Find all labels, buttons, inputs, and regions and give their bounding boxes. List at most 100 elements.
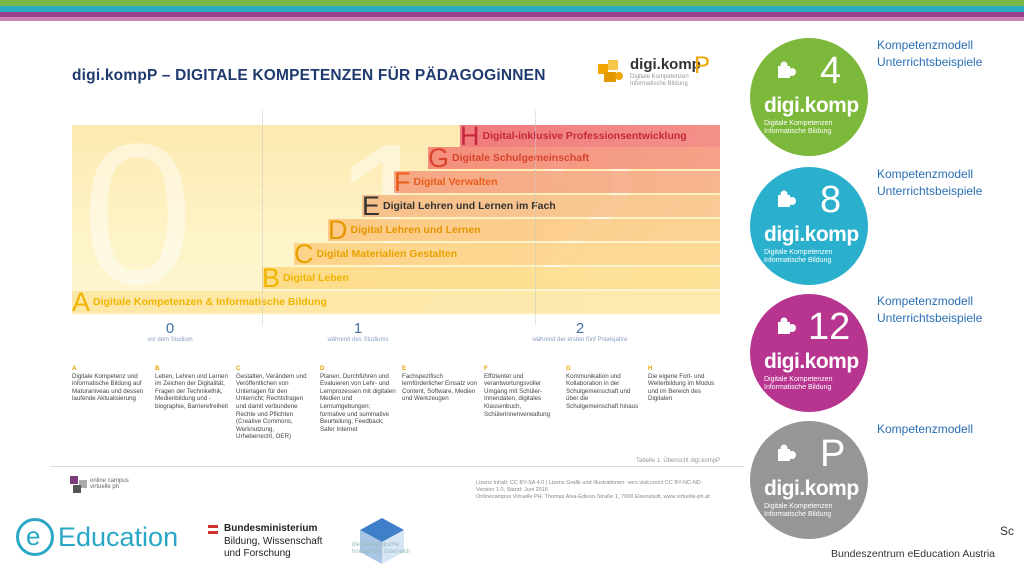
step-label: Digitale Kompetenzen & Informatische Bil… xyxy=(93,296,327,308)
column-letter: F xyxy=(484,365,488,372)
column-letter: C xyxy=(236,365,241,372)
column-h: H Die eigene Fort- und Weiterbildung im M… xyxy=(648,365,724,403)
unterrichtsbeispiele-link[interactable]: Unterrichtsbeispiele xyxy=(877,311,983,325)
onlinecampus-logo: online campus virtuelle ph xyxy=(70,476,130,500)
stage-0: 0 vor dem Studium xyxy=(120,320,220,343)
step-e: E Digital Lehren und Lernen im Fach xyxy=(362,193,720,220)
digikomp-p-logo: digi.komp P Digitale Kompetenzen Informa… xyxy=(596,52,716,90)
puzzle-icon xyxy=(778,190,796,207)
column-text: Effizienter und verantwortungsvoller Umg… xyxy=(484,372,551,418)
kompetenzmodell-link[interactable]: Kompetenzmodell xyxy=(877,167,974,181)
column-letter: H xyxy=(648,365,653,372)
step-label: Digital Materialien Gestalten xyxy=(316,248,458,260)
step-letter: E xyxy=(362,191,381,222)
brand-subtitle: Digitale Kompetenzen Informatische Bildu… xyxy=(764,503,833,518)
austria-flag-icon xyxy=(208,525,218,534)
digikomp-brand: digi.komp xyxy=(764,350,859,373)
step-a: A Digitale Kompetenzen & Informatische Bi… xyxy=(72,289,720,316)
column-e: E Fachspezifisch lernförderlicher Einsatz… xyxy=(402,365,478,403)
column-letter: E xyxy=(402,365,407,372)
divider xyxy=(50,466,744,467)
step-letter: G xyxy=(428,143,450,174)
center-name: Bundeszentrum eEducation Austria xyxy=(831,548,996,560)
step-g: G Digitale Schulgemeinschaft xyxy=(428,145,720,172)
column-letter: D xyxy=(320,365,325,372)
column-g: G Kommunikation und Kollaboration in der … xyxy=(566,365,642,411)
stage-desc: während des Studiums xyxy=(327,337,389,343)
table-caption: Tabelle 1: Übersicht digi.kompP xyxy=(636,458,721,464)
ph-text: die pädagogische hochschule österreich xyxy=(352,542,411,555)
digikomp-brand: digi.komp xyxy=(764,223,859,246)
step-letter: F xyxy=(394,167,411,198)
unterrichtsbeispiele-link[interactable]: Unterrichtsbeispiele xyxy=(877,184,983,198)
page-number-text: Sc xyxy=(1000,524,1015,538)
digikomp-4-circle[interactable]: 4 digi.komp Digitale Kompetenzen Informati… xyxy=(750,38,868,156)
logo-suffix: P xyxy=(694,52,711,79)
divider xyxy=(535,110,536,325)
column-letter: A xyxy=(72,365,77,372)
step-b: B Digital Leben xyxy=(262,265,720,292)
step-letter: A xyxy=(72,287,91,318)
brand-subtitle: Digitale Kompetenzen Informatische Bildu… xyxy=(764,249,833,264)
step-letter: C xyxy=(294,239,314,270)
ph-logo[interactable]: die pädagogische hochschule österreich xyxy=(352,516,422,566)
digikomp-brand: digi.komp xyxy=(764,477,859,500)
column-f: F Effizienter und verantwortungsvoller Um… xyxy=(484,365,560,418)
column-text: Fachspezifisch lernförderlicher Einsatz … xyxy=(402,372,477,403)
level-number: 8 xyxy=(820,179,842,221)
poster-title: digi.kompP – DIGITALE KOMPETENZEN FÜR PÄ… xyxy=(72,67,546,84)
step-f: F Digital Verwalten xyxy=(394,169,720,196)
stage-desc: vor dem Studium xyxy=(147,337,193,343)
onlinecampus-icon xyxy=(70,476,87,493)
step-d: D Digital Lehren und Lernen xyxy=(328,217,720,244)
step-c: C Digital Materialien Gestalten xyxy=(294,241,720,268)
puzzle-icon xyxy=(778,444,796,461)
kompetenzmodell-link[interactable]: Kompetenzmodell xyxy=(877,422,974,436)
digikomp-p-poster: digi.kompP – DIGITALE KOMPETENZEN FÜR PÄ… xyxy=(50,40,744,510)
ministry-line: und Forschung xyxy=(224,548,291,559)
column-text: Digitale Kompetenz und informatische Bil… xyxy=(72,372,144,403)
level-number: 4 xyxy=(820,50,842,92)
kompetenzmodell-link[interactable]: Kompetenzmodell xyxy=(877,294,974,308)
level-number: 12 xyxy=(808,306,851,348)
step-label: Digitale Schulgemeinschaft xyxy=(452,152,590,164)
digikomp-8-circle[interactable]: 8 digi.komp Digitale Kompetenzen Informati… xyxy=(750,167,868,285)
stage-number: 0 xyxy=(165,320,175,337)
stage-1: 1 während des Studiums xyxy=(308,320,408,343)
column-text: Kommunikation und Kollaboration in der S… xyxy=(566,372,639,410)
eeducation-logo[interactable]: e Education xyxy=(14,518,194,562)
column-text: Die eigene Fort- und Weiterbildung im Mo… xyxy=(648,372,715,403)
ministry-logo[interactable]: Bundesministerium Bildung, Wissenschaft … xyxy=(208,523,322,561)
step-letter: H xyxy=(460,121,480,152)
step-label: Digital Leben xyxy=(283,272,349,284)
step-letter: B xyxy=(262,263,281,294)
e-ring-icon xyxy=(16,518,54,556)
e-letter: e xyxy=(26,521,41,551)
ministry-line: Bundesministerium xyxy=(224,523,318,534)
kompetenzmodell-link[interactable]: Kompetenzmodell xyxy=(877,38,974,52)
onlinecampus-text: online campus virtuelle ph xyxy=(90,478,129,490)
column-text: Planen, Durchführen und Evaluieren von L… xyxy=(320,372,396,433)
stage-number: 2 xyxy=(575,320,585,337)
column-a: A Digitale Kompetenz und informatische Bi… xyxy=(72,365,148,403)
column-b: B Leben, Lehren und Lernen im Zeichen der… xyxy=(155,365,231,411)
step-label: Digital-inklusive Professionsentwicklung xyxy=(482,130,687,142)
column-letter: G xyxy=(566,365,571,372)
level-number: P xyxy=(820,433,846,475)
step-label: Digital Lehren und Lernen xyxy=(350,224,481,236)
eeducation-text: Education xyxy=(58,522,179,552)
ministry-line: Bildung, Wissenschaft xyxy=(224,535,323,547)
unterrichtsbeispiele-link[interactable]: Unterrichtsbeispiele xyxy=(877,55,983,69)
column-c: C Gestalten, Verändern und Veröffentliche… xyxy=(236,365,312,441)
puzzle-icon xyxy=(778,317,796,334)
stage-number: 1 xyxy=(353,320,363,337)
step-letter: D xyxy=(328,215,348,246)
puzzle-icon xyxy=(778,61,796,78)
logo-subtitle: Digitale Kompetenzen Informatische Bildu… xyxy=(630,74,689,87)
stage-2: 2 während der ersten fünf Praxisjahre xyxy=(530,320,630,343)
column-text: Gestalten, Verändern und Veröffentlichen… xyxy=(236,372,307,441)
logo-name: digi.komp xyxy=(630,56,701,73)
digikomp-12-circle[interactable]: 12 digi.komp Digitale Kompetenzen Informat… xyxy=(750,294,868,412)
